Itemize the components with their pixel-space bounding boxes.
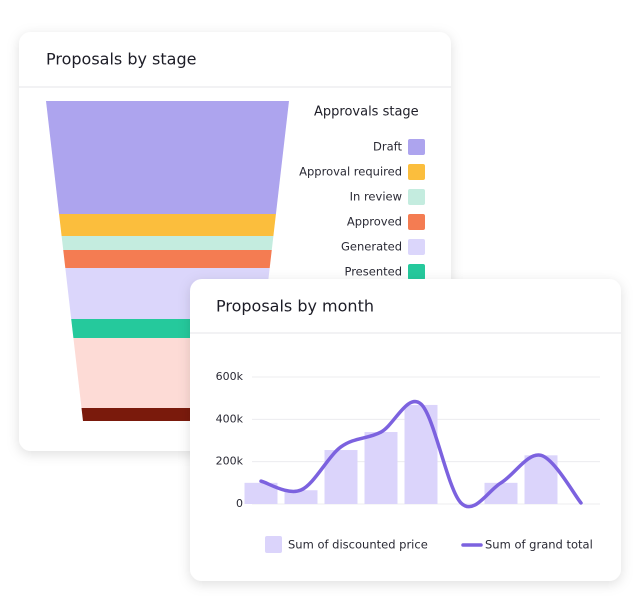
line: [259, 399, 583, 509]
y-tick-label: 200k: [216, 455, 244, 468]
legend-swatch: [408, 264, 425, 280]
funnel-segment: [61, 236, 274, 250]
bar: [244, 482, 278, 504]
legend-label: Approved: [347, 215, 402, 229]
bar: [284, 490, 318, 504]
legend-label: Presented: [344, 265, 402, 279]
y-tick-label: 0: [236, 497, 243, 510]
chart-title: Proposals by stage: [46, 50, 196, 69]
legend-title: Approvals stage: [314, 105, 419, 120]
card-combo: Proposals by month 0 200k 400k 600k Sum of d…: [190, 279, 621, 581]
legend-label: Sum of grand total: [485, 538, 593, 552]
legend-label: Generated: [341, 240, 402, 254]
legend-swatch: [408, 239, 425, 255]
funnel-segment: [46, 101, 289, 214]
legend-label: Approval required: [299, 165, 402, 179]
y-tick-label: 400k: [216, 412, 244, 425]
card-funnel: Proposals by stage Approvals stage Draft…: [19, 32, 451, 451]
legend-label: Sum of discounted price: [288, 538, 428, 552]
legend-swatch: [408, 189, 425, 205]
legend-label: In review: [350, 190, 402, 204]
funnel-segment: [63, 250, 272, 268]
legend-swatch: [408, 214, 425, 230]
y-tick-label: 600k: [216, 370, 244, 383]
legend-label: Draft: [373, 140, 402, 154]
legend-swatch: [408, 164, 425, 180]
chart-title: Proposals by month: [216, 297, 374, 316]
bar: [364, 432, 398, 504]
legend-swatch: [265, 536, 282, 553]
funnel-segment: [59, 214, 276, 236]
bar: [404, 404, 438, 504]
legend-swatch: [408, 139, 425, 155]
